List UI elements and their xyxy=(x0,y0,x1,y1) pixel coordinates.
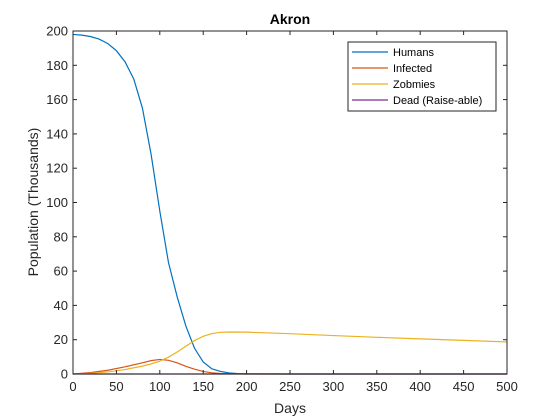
y-axis-label: Population (Thousands) xyxy=(25,128,41,277)
x-tick-label: 350 xyxy=(366,379,388,394)
x-tick-label: 400 xyxy=(409,379,431,394)
x-tick-label: 450 xyxy=(453,379,475,394)
y-tick-label: 200 xyxy=(46,24,68,39)
legend-label: Dead (Raise-able) xyxy=(393,95,482,107)
y-tick-label: 140 xyxy=(46,126,68,141)
y-tick-label: 40 xyxy=(54,298,68,313)
x-tick-label: 300 xyxy=(323,379,345,394)
x-tick-label: 200 xyxy=(236,379,258,394)
legend-label: Humans xyxy=(393,47,434,59)
chart-title: Akron xyxy=(270,11,310,27)
y-tick-label: 0 xyxy=(61,367,68,382)
x-tick-label: 100 xyxy=(149,379,171,394)
x-axis-label: Days xyxy=(274,400,306,416)
y-tick-label: 60 xyxy=(54,264,68,279)
y-tick-label: 80 xyxy=(54,229,68,244)
series-line-zobmies xyxy=(72,331,508,375)
y-tick-label: 180 xyxy=(46,58,68,73)
y-tick-label: 20 xyxy=(54,332,68,347)
x-tick-label: 500 xyxy=(496,379,518,394)
x-tick-label: 150 xyxy=(192,379,214,394)
x-tick-label: 0 xyxy=(69,379,76,394)
x-tick-label: 50 xyxy=(109,379,123,394)
x-tick-label: 250 xyxy=(279,379,301,394)
y-tick-label: 160 xyxy=(46,92,68,107)
legend-label: Infected xyxy=(393,63,432,75)
legend-label: Zobmies xyxy=(393,79,436,91)
legend: Humans Infected Zobmies Dead (Raise-able) xyxy=(347,41,497,112)
axes-layer: 0 50 100 150 200 250 300 350 400 450 500 0 20 40 60 80 1… xyxy=(46,24,518,395)
y-tick-label: 120 xyxy=(46,161,68,176)
y-tick-label: 100 xyxy=(46,195,68,210)
